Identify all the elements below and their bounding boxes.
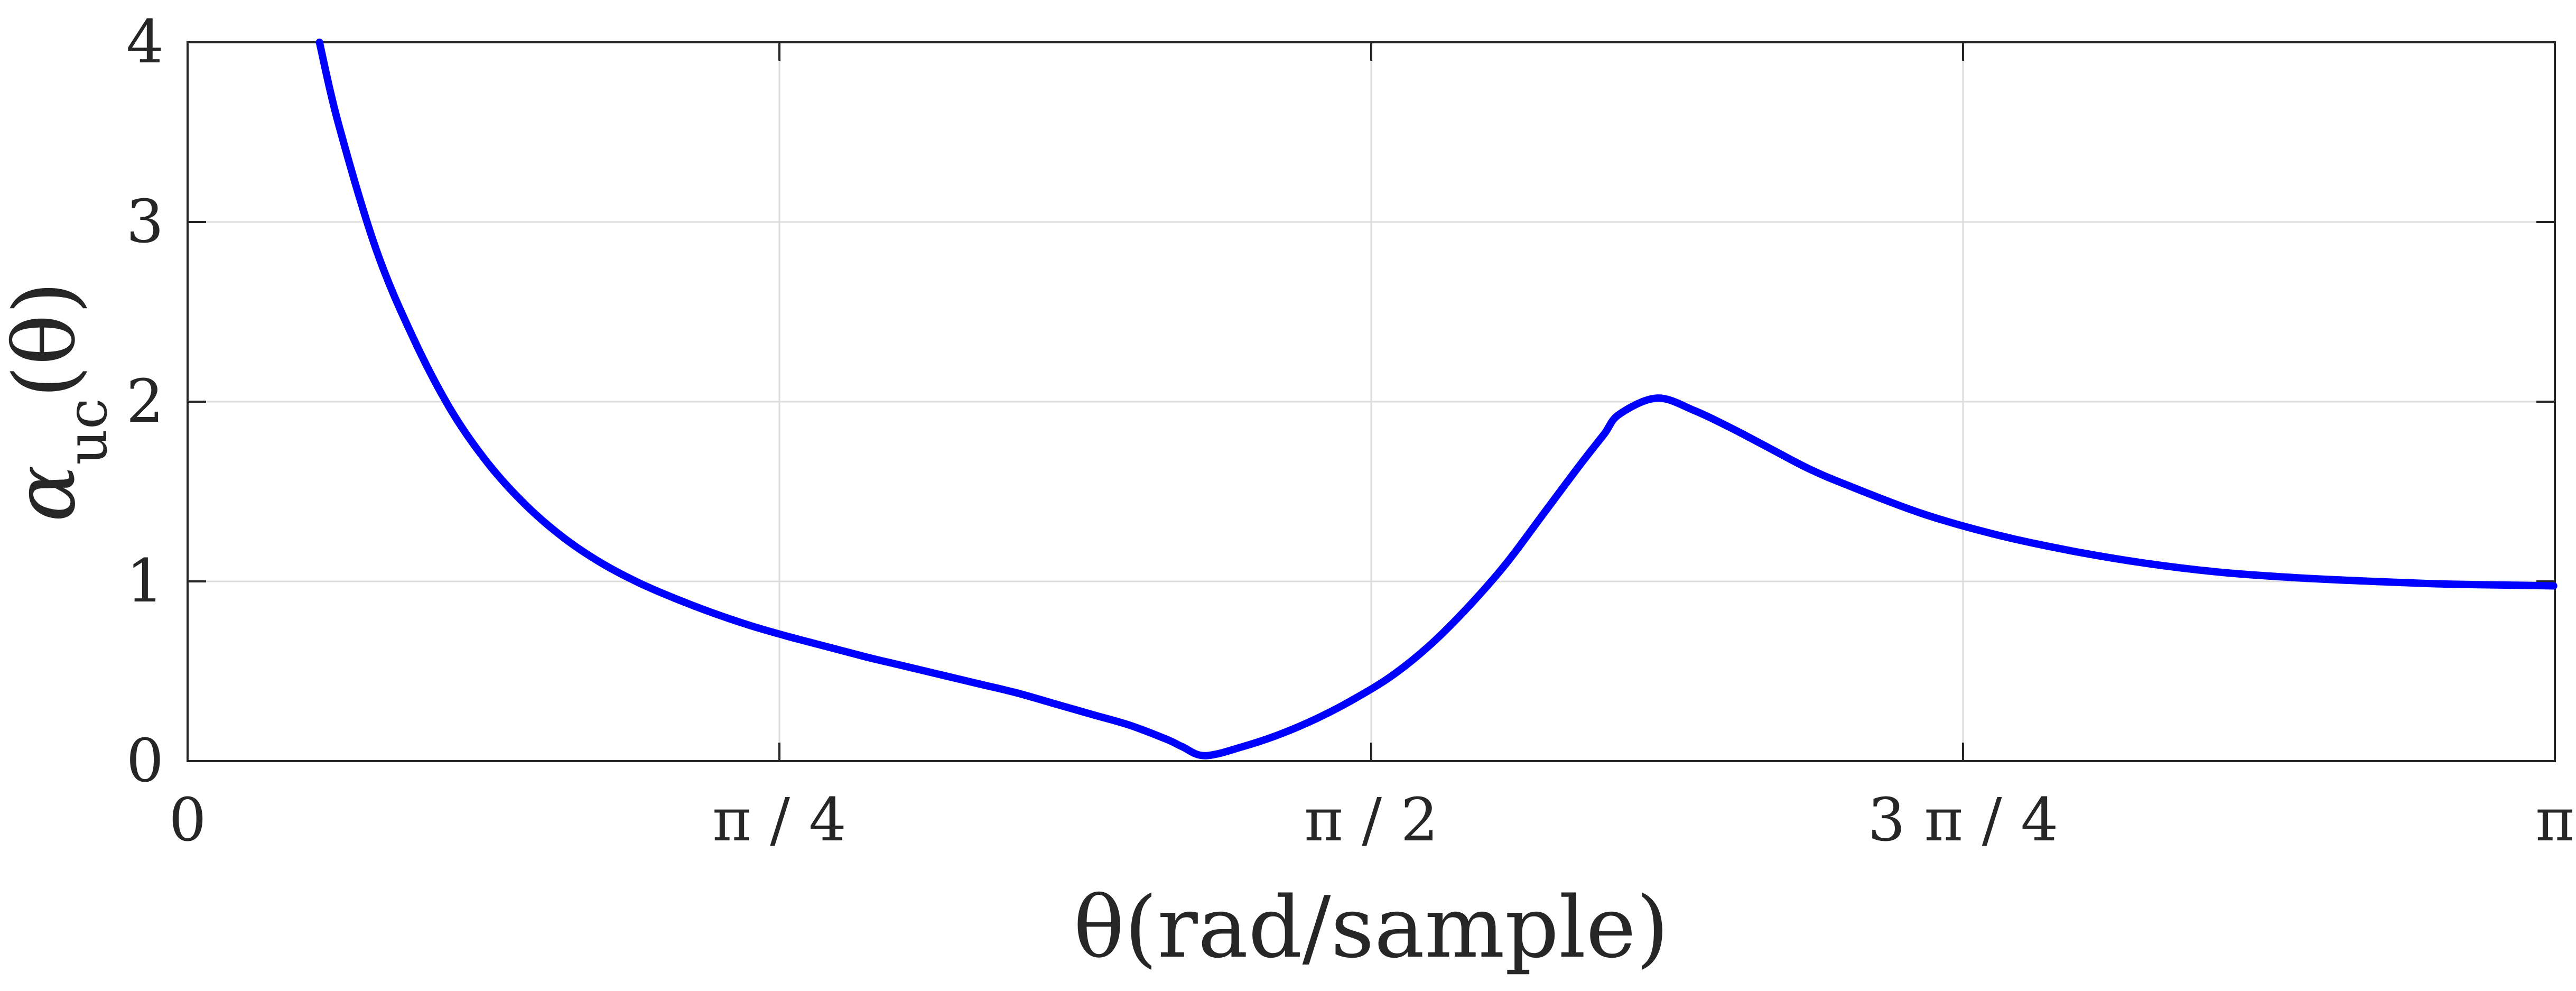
x-tick-label: π xyxy=(2535,786,2574,855)
y-tick-label: 2 xyxy=(126,367,164,436)
y-axis-title: αuc(θ) xyxy=(0,281,119,522)
y-tick-label: 3 xyxy=(126,188,164,256)
y-tick-label: 1 xyxy=(126,547,164,616)
y-axis-title-symbol: α xyxy=(0,465,94,522)
x-tick-label: 0 xyxy=(169,786,206,855)
x-tick-labels: 0 π / 4 π / 2 3 π / 4 π xyxy=(169,786,2574,855)
axis-ticks xyxy=(187,41,2556,762)
y-axis-title-subscript: uc xyxy=(55,398,119,465)
x-tick-label: π / 2 xyxy=(1304,786,1438,855)
series-line-alpha-uc xyxy=(315,39,2558,760)
x-tick-label: π / 4 xyxy=(712,786,847,855)
grid-lines xyxy=(187,41,2556,762)
x-tick-label: 3 π / 4 xyxy=(1868,786,2059,855)
y-axis-title-argument: (θ) xyxy=(0,281,94,398)
y-tick-label: 0 xyxy=(126,727,164,795)
y-tick-labels: 0 1 2 3 4 xyxy=(126,8,164,795)
x-axis-title: θ(rad/sample) xyxy=(1074,878,1669,977)
y-tick-label: 4 xyxy=(126,8,164,77)
